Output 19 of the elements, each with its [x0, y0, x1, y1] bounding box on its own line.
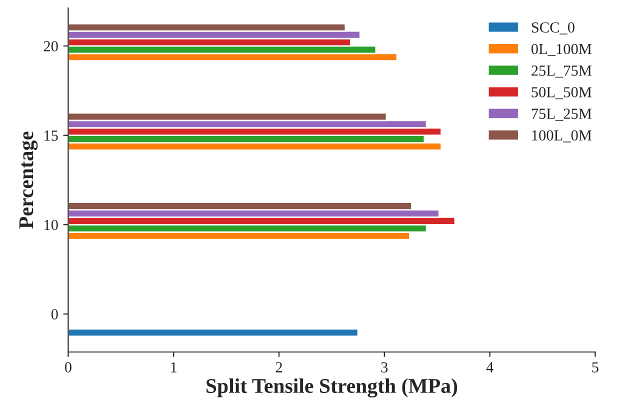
x-axis-title: Split Tensile Strength (MPa): [206, 378, 458, 398]
legend-label: SCC_0: [532, 22, 574, 34]
legend-label: 100L_0M: [532, 130, 592, 142]
x-tick-label: 3: [381, 362, 388, 372]
legend-label: 75L_25M: [532, 108, 592, 121]
y-tick-label: 0: [51, 309, 58, 320]
legend-label: 50L_50M: [532, 87, 592, 100]
y-tick-label: 15: [44, 130, 58, 141]
y-tick-label: 10: [44, 220, 58, 230]
x-tick-label: 2: [276, 362, 282, 372]
y-tick-label: 20: [44, 41, 58, 52]
x-tick-label: 0: [64, 362, 72, 372]
x-tick-label: 1: [171, 362, 177, 372]
y-axis-title: Percentage: [19, 132, 38, 229]
x-tick-label: 5: [592, 362, 598, 372]
legend-label: 0L_100M: [531, 44, 592, 56]
legend-label: 25L_75M: [532, 66, 592, 78]
bar: [68, 328, 359, 338]
x-tick-label: 4: [486, 362, 494, 372]
